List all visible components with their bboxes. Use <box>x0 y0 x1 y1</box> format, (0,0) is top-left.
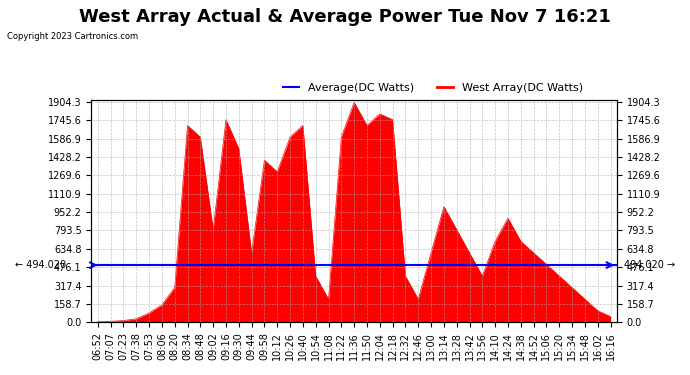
Legend: Average(DC Watts), West Array(DC Watts): Average(DC Watts), West Array(DC Watts) <box>278 78 588 98</box>
Text: ← 494.020: ← 494.020 <box>15 260 66 270</box>
Text: Copyright 2023 Cartronics.com: Copyright 2023 Cartronics.com <box>7 32 138 41</box>
Text: 494.020 →: 494.020 → <box>624 260 675 270</box>
Text: West Array Actual & Average Power Tue Nov 7 16:21: West Array Actual & Average Power Tue No… <box>79 8 611 26</box>
